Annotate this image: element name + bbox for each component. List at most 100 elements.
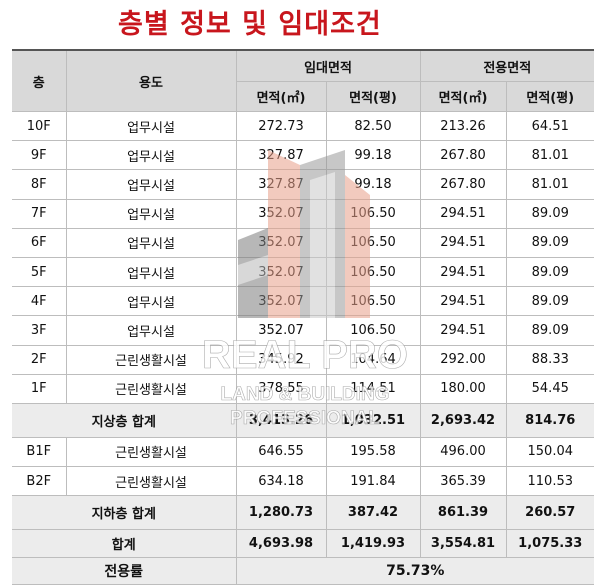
floor-cell: 2F [12, 345, 67, 375]
header-usage: 용도 [66, 49, 237, 112]
lease-m2-cell: 352.07 [236, 228, 327, 258]
usage-cell: 근린생활시설 [66, 345, 237, 375]
excl-pyeong-cell: 81.01 [506, 140, 594, 171]
table-row: 8F 업무시설 327.87 99.18 267.80 81.01 [12, 169, 594, 200]
lease-m2-cell: 352.07 [236, 315, 327, 346]
excl-m2-cell: 496.00 [420, 437, 507, 468]
floor-cell: B2F [12, 466, 67, 497]
table-row: B1F 근린생활시설 646.55 195.58 496.00 150.04 [12, 437, 594, 468]
lease-pyeong-cell: 114.51 [326, 374, 421, 404]
usage-cell: 업무시설 [66, 286, 237, 317]
usage-cell: 업무시설 [66, 228, 237, 258]
excl-m2-cell: 294.51 [420, 286, 507, 317]
usage-cell: 업무시설 [66, 199, 237, 229]
grand-total-row-excl-pyeong: 1,075.33 [506, 529, 594, 559]
excl-m2-cell: 294.51 [420, 228, 507, 258]
lease-pyeong-cell: 191.84 [326, 466, 421, 497]
grand-total-row-excl-m2: 3,554.81 [420, 529, 507, 559]
header-lease-m2: 면적(㎡) [236, 81, 327, 112]
floor-lease-table: 층 용도 임대면적 전용면적 면적(㎡) 면적(평) 면적(㎡) 면적(평) 1… [12, 49, 594, 585]
excl-m2-cell: 267.80 [420, 140, 507, 171]
header-lease-area: 임대면적 [236, 49, 421, 82]
floor-cell: 8F [12, 169, 67, 200]
excl-m2-cell: 180.00 [420, 374, 507, 404]
usage-cell: 근린생활시설 [66, 374, 237, 404]
floor-cell: 4F [12, 286, 67, 317]
table-row: B2F 근린생활시설 634.18 191.84 365.39 110.53 [12, 466, 594, 497]
header-excl-m2: 면적(㎡) [420, 81, 507, 112]
grand-total-row-lease-pyeong: 1,419.93 [326, 529, 421, 559]
header-exclusive-area: 전용면적 [420, 49, 594, 82]
basement-total-row-label: 지하층 합계 [12, 495, 237, 531]
usage-cell: 업무시설 [66, 315, 237, 346]
header-excl-pyeong: 면적(평) [506, 81, 594, 112]
above-ground-total-row-lease-m2: 3,413.26 [236, 403, 327, 438]
lease-m2-cell: 352.07 [236, 199, 327, 229]
above-ground-total-row: 지상층 합계 3,413.26 1,032.51 2,693.42 814.76 [12, 403, 594, 438]
table-row: 5F 업무시설 352.07 106.50 294.51 89.09 [12, 257, 594, 288]
lease-pyeong-cell: 99.18 [326, 169, 421, 200]
usage-cell: 근린생활시설 [66, 437, 237, 468]
lease-pyeong-cell: 106.50 [326, 257, 421, 288]
usage-cell: 업무시설 [66, 111, 237, 142]
lease-pyeong-cell: 106.50 [326, 199, 421, 229]
table-row: 10F 업무시설 272.73 82.50 213.26 64.51 [12, 111, 594, 142]
grand-total-row: 합계 4,693.98 1,419.93 3,554.81 1,075.33 [12, 529, 594, 559]
basement-total-row: 지하층 합계 1,280.73 387.42 861.39 260.57 [12, 495, 594, 531]
lease-pyeong-cell: 106.50 [326, 286, 421, 317]
table-row: 4F 업무시설 352.07 106.50 294.51 89.09 [12, 286, 594, 317]
excl-m2-cell: 365.39 [420, 466, 507, 497]
floor-cell: 1F [12, 374, 67, 404]
excl-pyeong-cell: 89.09 [506, 257, 594, 288]
usage-cell: 근린생활시설 [66, 466, 237, 497]
grand-total-row-label: 합계 [12, 529, 237, 559]
table-row: 9F 업무시설 327.87 99.18 267.80 81.01 [12, 140, 594, 171]
excl-m2-cell: 294.51 [420, 257, 507, 288]
floor-cell: 7F [12, 199, 67, 229]
excl-m2-cell: 294.51 [420, 315, 507, 346]
usage-cell: 업무시설 [66, 257, 237, 288]
excl-pyeong-cell: 89.09 [506, 199, 594, 229]
excl-pyeong-cell: 150.04 [506, 437, 594, 468]
header-lease-pyeong: 면적(평) [326, 81, 421, 112]
lease-m2-cell: 327.87 [236, 140, 327, 171]
lease-m2-cell: 352.07 [236, 257, 327, 288]
lease-m2-cell: 352.07 [236, 286, 327, 317]
excl-m2-cell: 292.00 [420, 345, 507, 375]
table-row: 7F 업무시설 352.07 106.50 294.51 89.09 [12, 199, 594, 229]
lease-pyeong-cell: 106.50 [326, 315, 421, 346]
excl-pyeong-cell: 88.33 [506, 345, 594, 375]
basement-total-row-lease-pyeong: 387.42 [326, 495, 421, 531]
lease-m2-cell: 272.73 [236, 111, 327, 142]
basement-total-row-excl-m2: 861.39 [420, 495, 507, 531]
table-row: 2F 근린생활시설 345.92 104.64 292.00 88.33 [12, 345, 594, 375]
excl-pyeong-cell: 89.09 [506, 228, 594, 258]
lease-m2-cell: 634.18 [236, 466, 327, 497]
table-row: 6F 업무시설 352.07 106.50 294.51 89.09 [12, 228, 594, 258]
usage-cell: 업무시설 [66, 140, 237, 171]
above-ground-total-row-excl-pyeong: 814.76 [506, 403, 594, 438]
exclusive-ratio-value: 75.73% [236, 557, 594, 585]
exclusive-ratio-row: 전용률 75.73% [12, 557, 594, 585]
excl-m2-cell: 267.80 [420, 169, 507, 200]
lease-m2-cell: 378.55 [236, 374, 327, 404]
page-title: 층별 정보 및 임대조건 [118, 9, 382, 40]
usage-cell: 업무시설 [66, 169, 237, 200]
header-floor: 층 [12, 49, 67, 112]
excl-pyeong-cell: 81.01 [506, 169, 594, 200]
exclusive-ratio-label: 전용률 [12, 557, 237, 585]
floor-cell: 6F [12, 228, 67, 258]
lease-pyeong-cell: 195.58 [326, 437, 421, 468]
lease-pyeong-cell: 82.50 [326, 111, 421, 142]
lease-m2-cell: 327.87 [236, 169, 327, 200]
above-ground-total-row-label: 지상층 합계 [12, 403, 237, 438]
basement-total-row-lease-m2: 1,280.73 [236, 495, 327, 531]
floor-cell: B1F [12, 437, 67, 468]
lease-m2-cell: 345.92 [236, 345, 327, 375]
table-row: 3F 업무시설 352.07 106.50 294.51 89.09 [12, 315, 594, 346]
basement-total-row-excl-pyeong: 260.57 [506, 495, 594, 531]
excl-pyeong-cell: 64.51 [506, 111, 594, 142]
excl-pyeong-cell: 89.09 [506, 286, 594, 317]
above-ground-total-row-excl-m2: 2,693.42 [420, 403, 507, 438]
excl-pyeong-cell: 89.09 [506, 315, 594, 346]
